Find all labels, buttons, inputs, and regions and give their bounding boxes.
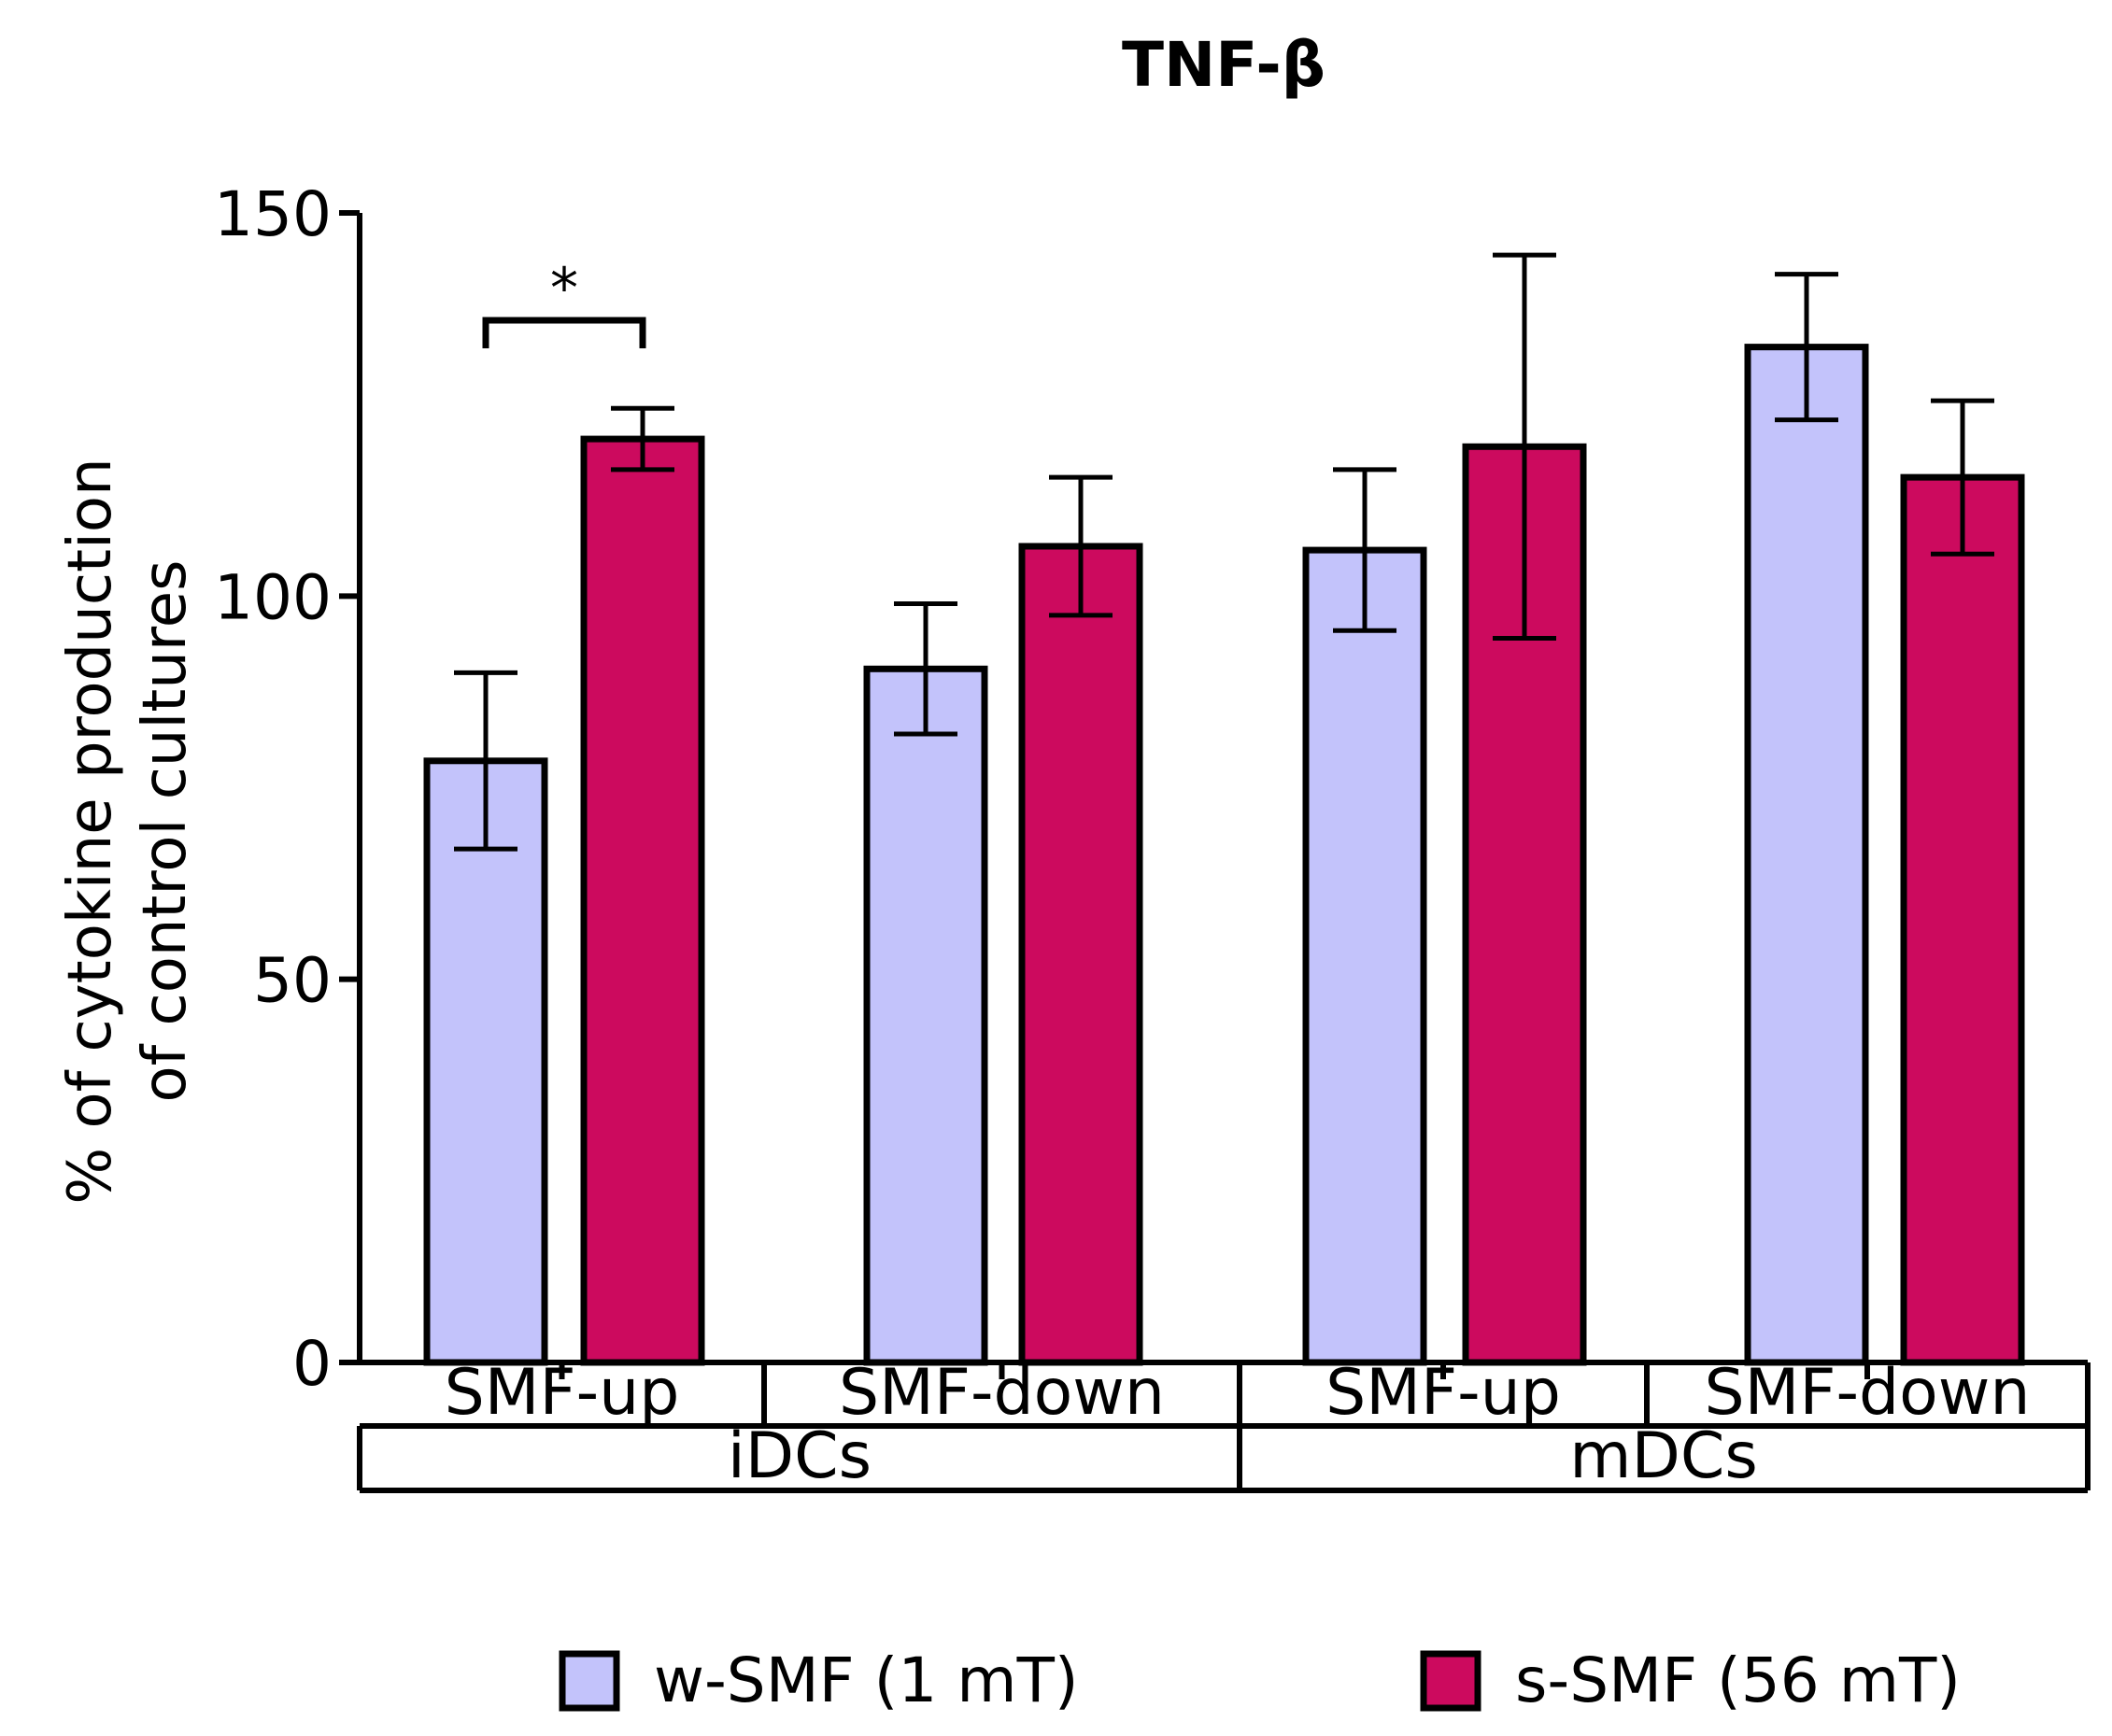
bar xyxy=(1900,473,2025,1366)
y-tick-label: 100 xyxy=(214,561,332,633)
legend-swatch xyxy=(1420,1650,1481,1712)
bar xyxy=(423,757,548,1366)
chart-title: TNF-β xyxy=(1122,29,1325,101)
legend-label: w-SMF (1 mT) xyxy=(654,1644,1079,1716)
legend-label: s-SMF (56 mT) xyxy=(1515,1644,1961,1716)
bar xyxy=(1744,344,1869,1366)
axes: 0 50 100 150 xyxy=(214,178,362,1400)
bar xyxy=(863,665,988,1366)
y-axis-label-line-2: of control cultures xyxy=(131,559,200,1102)
bars xyxy=(423,344,2025,1366)
y-tick-label: 150 xyxy=(214,178,332,250)
category-label: SMF-down xyxy=(839,1356,1165,1430)
y-tick-label: 50 xyxy=(253,945,332,1017)
group-label: mDCs xyxy=(1569,1419,1758,1493)
bar xyxy=(1302,546,1427,1366)
significance-annotations: * xyxy=(482,256,646,348)
category-label: SMF-up xyxy=(1325,1356,1561,1430)
y-tick-label: 0 xyxy=(292,1328,332,1400)
bar xyxy=(1018,543,1143,1366)
y-axis-label-line-1: % of cytokine production xyxy=(56,458,125,1204)
category-label: SMF-up xyxy=(445,1356,680,1430)
legend: w-SMF (1 mT) s-SMF (56 mT) xyxy=(559,1644,1961,1716)
category-label: SMF-down xyxy=(1705,1356,2031,1430)
y-axis-label: % of cytokine production of control cult… xyxy=(56,458,200,1204)
bar xyxy=(580,435,705,1366)
significance-bracket xyxy=(482,317,646,348)
legend-swatch xyxy=(559,1650,620,1712)
significance-star: * xyxy=(550,256,578,321)
error-bars xyxy=(454,252,1994,852)
group-label: iDCs xyxy=(728,1419,872,1493)
